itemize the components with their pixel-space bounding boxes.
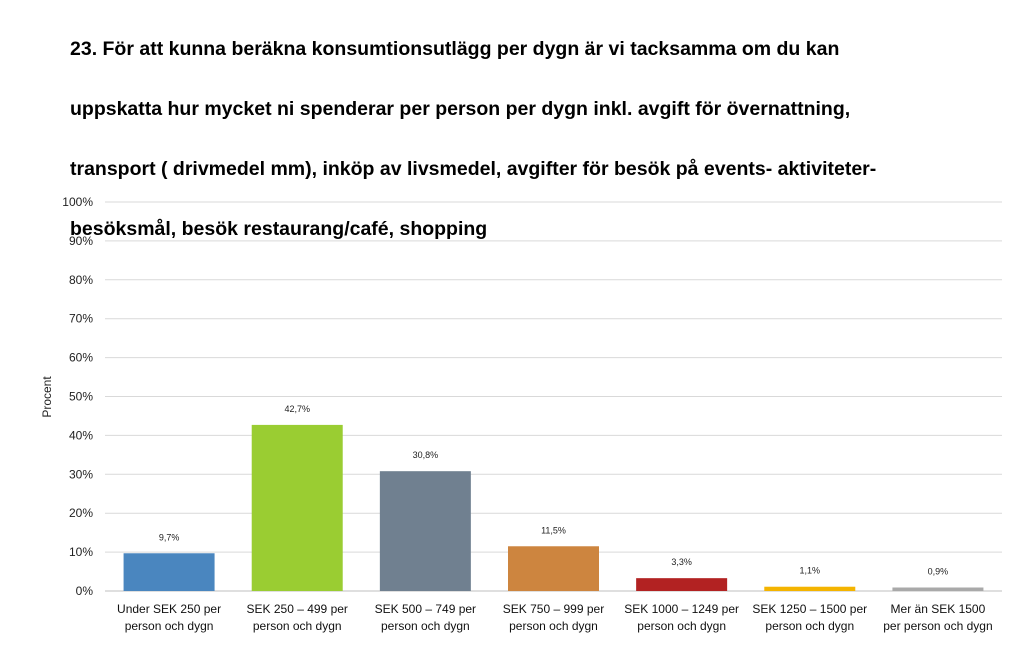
x-category-label: person och dygn: [253, 619, 342, 633]
y-tick-label: 40%: [69, 428, 93, 442]
y-tick-label: 70%: [69, 312, 93, 326]
x-category-label: Under SEK 250 per: [117, 602, 221, 616]
bar: [379, 471, 471, 591]
y-tick-label: 0%: [76, 584, 94, 598]
bar: [892, 587, 984, 591]
x-category-label: person och dygn: [509, 619, 598, 633]
x-category-label: SEK 750 – 999 per: [503, 602, 604, 616]
data-label: 3,3%: [671, 557, 692, 567]
data-labels: 9,7% 42,7% 30,8% 11,5% 3,3% 1,1% 0,9%: [159, 404, 948, 577]
data-label: 30,8%: [413, 450, 439, 460]
data-label: 11,5%: [541, 525, 566, 535]
chart-title-line-2: uppskatta hur mycket ni spenderar per pe…: [70, 98, 851, 120]
y-tick-label: 80%: [69, 273, 93, 287]
chart-title-line-4: besöksmål, besök restaurang/café, shoppi…: [70, 218, 488, 240]
x-category-label: SEK 250 – 499 per: [247, 602, 348, 616]
x-category-label: SEK 1000 – 1249 per: [624, 602, 739, 616]
x-category-label: SEK 500 – 749 per: [375, 602, 476, 616]
chart-title-line-1: 23. För att kunna beräkna konsumtionsutl…: [70, 38, 840, 60]
data-label: 1,1%: [800, 566, 821, 576]
bar: [764, 586, 856, 591]
category-labels: Under SEK 250 per person och dygn SEK 250 …: [117, 602, 993, 633]
x-category-label: per person och dygn: [883, 619, 992, 633]
chart-title: 23. För att kunna beräkna konsumtionsutl…: [70, 4, 1000, 274]
bar: [508, 546, 599, 591]
bars: [123, 424, 984, 591]
y-tick-label: 20%: [69, 506, 93, 520]
x-category-label: Mer än SEK 1500: [891, 602, 986, 616]
x-category-label: person och dygn: [765, 619, 854, 633]
bar: [636, 578, 728, 591]
data-label: 9,7%: [159, 532, 180, 542]
x-category-label: SEK 1250 – 1500 per: [752, 602, 867, 616]
bar: [251, 424, 343, 591]
y-tick-label: 60%: [69, 351, 93, 365]
chart-title-line-3: transport ( drivmedel mm), inköp av livs…: [70, 158, 877, 180]
y-axis-label: Procent: [40, 376, 54, 418]
y-tick-label: 50%: [69, 390, 93, 404]
y-axis-ticks: 0% 10% 20% 30% 40% 50% 60% 70% 80% 90% 100%: [62, 195, 93, 598]
x-category-label: person och dygn: [637, 619, 726, 633]
y-tick-label: 100%: [62, 195, 93, 209]
x-category-label: person och dygn: [381, 619, 470, 633]
data-label: 0,9%: [928, 566, 949, 576]
data-label: 42,7%: [284, 404, 310, 414]
y-tick-label: 90%: [69, 234, 93, 248]
x-category-label: person och dygn: [125, 619, 214, 633]
bar: [123, 553, 215, 591]
y-tick-label: 30%: [69, 467, 93, 481]
y-tick-label: 10%: [69, 545, 93, 559]
